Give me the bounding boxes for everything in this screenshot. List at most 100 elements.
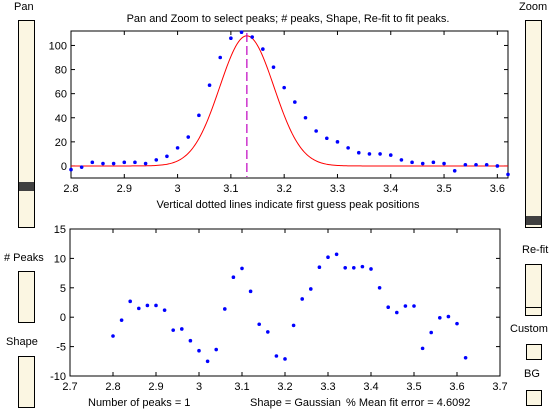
chart-0-ytick-label: 80 [55,65,67,77]
chart-1-xtick-label: 3.2 [277,381,292,393]
data-point [309,287,313,291]
chart-0-ytick-label: 0 [61,161,67,173]
data-point [412,304,416,308]
data-point [410,161,414,165]
data-point [229,36,233,40]
data-point [304,116,308,120]
data-point [369,267,373,271]
data-point [336,140,340,144]
chart-0-ytick-label: 20 [55,137,67,149]
chart-1-xtick-label: 3.1 [234,381,249,393]
data-point [266,330,270,334]
data-point [257,322,261,326]
data-point [282,86,286,90]
data-point [240,267,244,271]
top-chart-xlabel: Vertical dotted lines indicate first gue… [157,199,420,211]
chart-0-frame [71,31,508,178]
data-point [447,315,451,319]
data-point [189,339,193,343]
data-point [464,356,468,360]
data-point [154,304,158,308]
data-point [283,357,287,361]
data-point [453,169,457,173]
chart-0-xtick-label: 3.3 [330,183,345,195]
data-point [378,152,382,156]
chart-0-xtick-label: 3.4 [383,183,398,195]
data-point [326,255,330,259]
chart-1-xtick-label: 3.5 [406,381,421,393]
data-point [335,252,339,256]
data-point [421,347,425,351]
data-point [171,328,175,332]
data-point [485,163,489,167]
top-chart-title: Pan and Zoom to select peaks; # peaks, S… [127,13,450,25]
chart-1-xtick-label: 2.9 [148,381,163,393]
data-point [300,297,304,301]
chart-0-xtick-label: 3 [175,183,181,195]
chart-0-xtick-label: 3.1 [223,183,238,195]
data-point [154,158,158,162]
chart-1-xtick-label: 3 [196,381,202,393]
chart-0-xtick-label: 3.5 [436,183,451,195]
chart-0-xtick-label: 3.6 [490,183,505,195]
chart-1-ytick-label: 15 [54,224,66,236]
chart-0-ytick-label: 100 [49,40,67,52]
data-point [218,56,222,60]
data-point [378,286,382,290]
data-point [137,307,141,311]
chart-0-ytick-label: 40 [55,113,67,125]
data-point [474,163,478,167]
data-point [214,348,218,352]
data-point [163,308,167,312]
data-point [404,304,408,308]
chart-0-xtick-label: 3.2 [277,183,292,195]
data-point [120,318,124,322]
data-point [165,155,169,159]
data-point [314,129,318,133]
chart-1-xtick-label: 3.3 [320,381,335,393]
data-point [389,153,393,157]
status-error: % Mean fit error = 4.6092 [346,397,470,409]
data-point [112,162,116,166]
data-point [232,275,236,279]
data-point [128,300,132,304]
data-point [197,114,201,118]
data-point [261,47,265,51]
chart-0-xtick-label: 2.8 [63,183,78,195]
chart-1-ytick-label: 5 [60,283,66,295]
data-point [180,327,184,331]
data-point [206,360,210,364]
chart-0-ytick-label: 60 [55,89,67,101]
data-point [464,163,468,167]
data-point [438,316,442,320]
data-point [69,168,73,172]
data-point [361,265,365,269]
data-point [455,322,459,326]
data-point [368,152,372,156]
chart-1-ytick-label: -5 [56,342,66,354]
data-point [111,334,115,338]
data-point [346,146,350,150]
data-point [442,162,446,166]
bottom-chart: 2.7 2.8 2.9 3 3.1 3.2 3.3 3.4 3.5 3.6 3.7 -10 -5 0 5 10… [50,224,508,393]
chart-1-frame [70,229,500,376]
data-point [357,151,361,155]
chart-1-xtick-label: 3.7 [492,381,507,393]
data-point [421,162,425,166]
status-shape: Shape = Gaussian [250,397,341,409]
data-point [395,311,399,315]
data-point [223,307,227,311]
data-point [352,266,356,270]
data-point [496,164,500,168]
data-point [250,35,254,39]
data-point [272,65,276,69]
data-point [325,136,329,140]
status-num-peaks: Number of peaks = 1 [88,397,190,409]
data-point [275,354,279,358]
top-chart: 2.8 2.9 3 3.1 3.2 3.3 3.4 3.5 3.6 0 20 40 60 80 100 [49,30,510,195]
data-point [293,100,297,104]
data-point [80,165,84,169]
chart-1-ytick-label: -10 [50,371,66,383]
data-point [292,324,296,328]
